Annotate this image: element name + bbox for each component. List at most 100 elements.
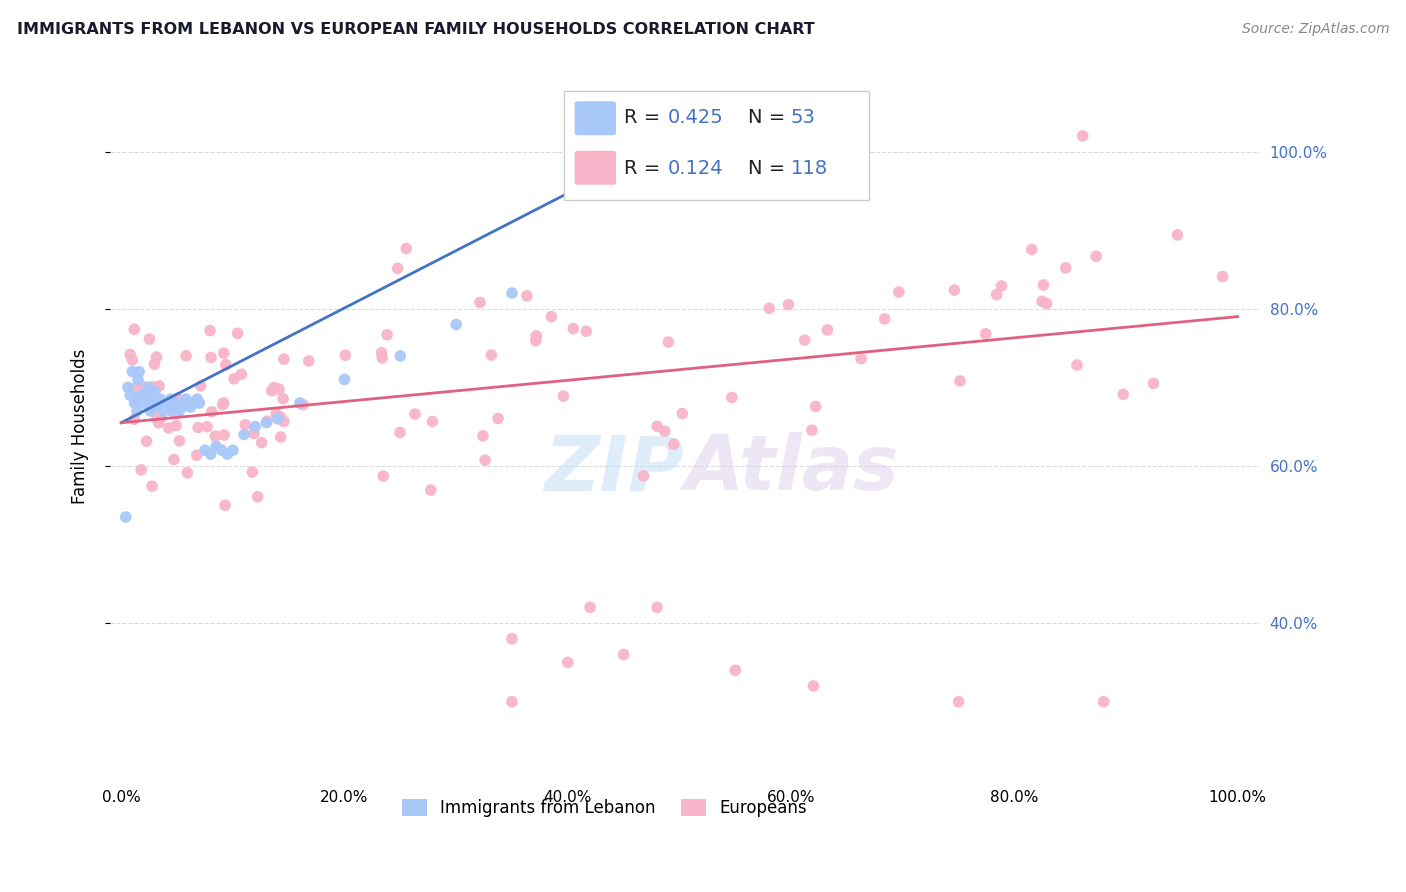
Point bbox=[128, 365, 150, 379]
Point bbox=[204, 429, 226, 443]
Point bbox=[179, 400, 201, 414]
Point bbox=[389, 349, 412, 363]
Point bbox=[177, 396, 200, 410]
Point bbox=[472, 429, 495, 443]
Point bbox=[671, 407, 693, 421]
Point bbox=[212, 396, 235, 410]
Point bbox=[260, 384, 283, 398]
Point bbox=[148, 416, 170, 430]
Point bbox=[501, 286, 523, 301]
Point bbox=[387, 261, 409, 276]
Point bbox=[143, 400, 166, 414]
Point bbox=[524, 334, 547, 348]
Point bbox=[849, 351, 872, 366]
Point bbox=[160, 404, 183, 418]
FancyBboxPatch shape bbox=[564, 91, 869, 201]
Legend: Immigrants from Lebanon, Europeans: Immigrants from Lebanon, Europeans bbox=[394, 790, 815, 825]
Point bbox=[174, 349, 197, 363]
Point bbox=[662, 437, 685, 451]
Point bbox=[200, 351, 222, 365]
Point bbox=[1212, 269, 1234, 284]
Point bbox=[256, 414, 278, 428]
Point bbox=[645, 600, 668, 615]
Point bbox=[943, 283, 966, 297]
Point bbox=[949, 374, 972, 388]
Point bbox=[138, 392, 160, 406]
Point bbox=[1166, 227, 1188, 242]
Point bbox=[444, 318, 467, 332]
Text: R =: R = bbox=[624, 159, 666, 178]
Point bbox=[139, 404, 162, 418]
Point bbox=[205, 439, 228, 453]
Point bbox=[1112, 387, 1135, 401]
Point bbox=[273, 352, 295, 367]
Point bbox=[562, 321, 585, 335]
Text: ZIP: ZIP bbox=[546, 432, 685, 506]
FancyBboxPatch shape bbox=[575, 151, 616, 185]
Text: 0.425: 0.425 bbox=[668, 108, 724, 127]
Point bbox=[1032, 277, 1054, 292]
Point bbox=[803, 679, 825, 693]
Point bbox=[371, 351, 394, 365]
Point bbox=[575, 324, 598, 338]
Point bbox=[143, 357, 166, 371]
Point bbox=[1021, 243, 1043, 257]
Point bbox=[263, 380, 285, 394]
Text: 118: 118 bbox=[790, 159, 828, 178]
Point bbox=[887, 285, 910, 299]
Point bbox=[120, 347, 142, 361]
Point bbox=[758, 301, 780, 316]
Point bbox=[524, 329, 547, 343]
Point bbox=[145, 411, 167, 425]
Point bbox=[187, 420, 209, 434]
Point bbox=[141, 396, 163, 410]
Point bbox=[246, 490, 269, 504]
Point bbox=[288, 396, 311, 410]
Point bbox=[124, 322, 146, 336]
Point bbox=[273, 415, 295, 429]
Point bbox=[148, 379, 170, 393]
Point bbox=[166, 392, 188, 406]
Point bbox=[266, 411, 288, 425]
Point bbox=[1066, 358, 1088, 372]
Point bbox=[157, 396, 180, 410]
Text: Source: ZipAtlas.com: Source: ZipAtlas.com bbox=[1241, 22, 1389, 37]
Point bbox=[1142, 376, 1164, 391]
Point bbox=[270, 430, 292, 444]
Point bbox=[131, 379, 153, 393]
Point bbox=[135, 434, 157, 449]
Point bbox=[129, 463, 152, 477]
Point bbox=[212, 346, 235, 360]
Point bbox=[145, 380, 167, 394]
Point bbox=[174, 392, 197, 406]
Point bbox=[948, 695, 970, 709]
Point bbox=[720, 391, 742, 405]
Point bbox=[169, 404, 191, 418]
Point bbox=[613, 648, 636, 662]
Point bbox=[264, 407, 287, 421]
Point bbox=[163, 452, 186, 467]
Text: N =: N = bbox=[748, 159, 792, 178]
Point bbox=[873, 312, 896, 326]
Text: 53: 53 bbox=[790, 108, 815, 127]
Point bbox=[211, 398, 233, 412]
Point bbox=[226, 326, 249, 341]
Point bbox=[1031, 294, 1053, 309]
Point bbox=[793, 333, 815, 347]
Text: R =: R = bbox=[624, 108, 666, 127]
Point bbox=[395, 242, 418, 256]
Point bbox=[162, 396, 184, 410]
Point bbox=[145, 350, 167, 364]
Point bbox=[186, 392, 208, 406]
Point bbox=[131, 388, 153, 402]
Point bbox=[468, 295, 491, 310]
Point bbox=[155, 400, 177, 414]
Point bbox=[269, 410, 291, 425]
Point bbox=[170, 400, 193, 414]
Point bbox=[114, 510, 136, 524]
Point bbox=[254, 416, 277, 430]
Point bbox=[804, 400, 827, 414]
Point bbox=[1092, 695, 1115, 709]
Point bbox=[132, 396, 155, 410]
Point bbox=[152, 404, 174, 418]
